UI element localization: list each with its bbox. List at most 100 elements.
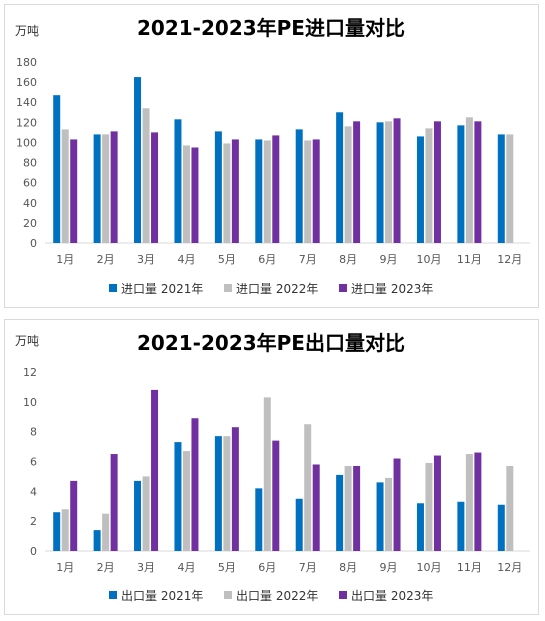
x-category-label: 9月 xyxy=(380,253,398,266)
bar-import-s2-c9 xyxy=(433,121,441,243)
y-tick-label: 60 xyxy=(23,177,37,190)
x-category-label: 5月 xyxy=(218,253,236,266)
x-category-label: 1月 xyxy=(56,561,74,574)
bar-export-s0-c1 xyxy=(93,530,101,551)
y-tick-label: 6 xyxy=(30,456,37,469)
bar-import-s2-c6 xyxy=(312,139,320,243)
x-category-label: 3月 xyxy=(137,561,155,574)
bar-import-s1-c8 xyxy=(385,121,393,243)
bar-export-s2-c8 xyxy=(393,458,401,551)
import-chart-panel: 2021-2023年PE进口量对比 万吨 0 20 40 60 80 100 120 140 1… xyxy=(4,4,539,308)
bar-import-s0-c1 xyxy=(93,134,101,243)
bar-export-s0-c6 xyxy=(295,498,303,551)
bar-import-s0-c2 xyxy=(134,77,142,243)
bar-export-s0-c0 xyxy=(53,512,61,551)
legend: 出口量 2021年 出口量 2022年 出口量 2023年 xyxy=(109,589,433,603)
x-category-label: 10月 xyxy=(416,561,441,574)
x-category-label: 4月 xyxy=(177,561,195,574)
bar-export-s1-c5 xyxy=(263,397,271,551)
bar-export-s2-c1 xyxy=(110,454,118,551)
bar-import-s0-c5 xyxy=(255,139,263,243)
bar-export-s2-c10 xyxy=(474,452,482,551)
legend-label: 进口量 2023年 xyxy=(351,282,433,296)
y-tick-label: 180 xyxy=(16,56,37,69)
x-category-label: 2月 xyxy=(97,561,115,574)
bar-export-s2-c4 xyxy=(231,427,239,551)
y-tick-label: 4 xyxy=(30,485,37,498)
x-category-label: 10月 xyxy=(416,253,441,266)
bar-import-s1-c11 xyxy=(506,134,514,243)
bar-import-s1-c2 xyxy=(142,108,150,243)
bar-export-s0-c8 xyxy=(376,482,384,551)
bar-import-s2-c7 xyxy=(353,121,361,243)
bar-import-s1-c9 xyxy=(425,128,433,243)
bar-export-s1-c9 xyxy=(425,462,433,551)
bar-export-s1-c6 xyxy=(304,424,312,551)
y-tick-label: 160 xyxy=(16,76,37,89)
x-category-label: 9月 xyxy=(380,561,398,574)
bar-import-s2-c0 xyxy=(70,139,78,243)
x-category-label: 6月 xyxy=(258,561,276,574)
y-tick-label: 40 xyxy=(23,197,37,210)
bar-import-s1-c5 xyxy=(263,140,271,243)
plot-area: 0 20 40 60 80 100 120 140 160 180 1月 2月 3月 4月 5月 6月 7月 8月… xyxy=(16,56,530,296)
bar-export-s0-c4 xyxy=(214,436,222,551)
bar-import-s0-c0 xyxy=(53,95,61,243)
y-axis-unit: 万吨 xyxy=(15,24,39,38)
bar-export-s2-c6 xyxy=(312,464,320,551)
bar-export-s1-c1 xyxy=(102,513,110,551)
legend-label: 进口量 2022年 xyxy=(236,282,318,296)
bar-export-s2-c5 xyxy=(272,440,280,551)
bar-export-s0-c10 xyxy=(457,501,465,551)
bar-import-s1-c6 xyxy=(304,140,312,243)
legend-swatch xyxy=(109,284,117,292)
bar-import-s1-c4 xyxy=(223,143,231,243)
x-category-label: 12月 xyxy=(497,253,522,266)
bar-export-s1-c2 xyxy=(142,476,150,551)
bar-import-s0-c11 xyxy=(497,134,505,243)
x-category-label: 8月 xyxy=(339,561,357,574)
bar-export-s1-c8 xyxy=(385,477,393,551)
legend-swatch xyxy=(339,591,347,599)
bar-import-s0-c7 xyxy=(336,112,344,244)
bar-export-s1-c3 xyxy=(182,451,190,551)
bar-import-s0-c4 xyxy=(214,131,222,243)
bar-import-s0-c10 xyxy=(457,125,465,243)
bar-import-s2-c4 xyxy=(231,139,239,243)
export-chart-panel: 2021-2023年PE出口量对比 万吨 0 2 4 6 8 10 12 1月 2月 3月 4月 5月… xyxy=(4,319,539,615)
y-tick-label: 80 xyxy=(23,157,37,170)
legend-swatch xyxy=(224,591,232,599)
bar-export-s1-c11 xyxy=(506,465,514,551)
bar-import-s0-c8 xyxy=(376,122,384,243)
y-tick-label: 100 xyxy=(16,136,37,149)
y-tick-label: 120 xyxy=(16,116,37,129)
legend-swatch xyxy=(224,284,232,292)
x-category-label: 1月 xyxy=(56,253,74,266)
x-category-label: 11月 xyxy=(457,561,482,574)
x-category-label: 12月 xyxy=(497,561,522,574)
y-tick-label: 20 xyxy=(23,217,37,230)
bar-import-s2-c1 xyxy=(110,131,118,243)
x-category-label: 8月 xyxy=(339,253,357,266)
bar-export-s1-c0 xyxy=(61,509,69,551)
y-tick-label: 10 xyxy=(23,396,37,409)
x-category-label: 11月 xyxy=(457,253,482,266)
y-tick-label: 2 xyxy=(30,515,37,528)
bar-export-s0-c7 xyxy=(336,474,344,551)
bar-import-s2-c8 xyxy=(393,118,401,243)
bar-import-s0-c6 xyxy=(295,129,303,243)
legend-swatch xyxy=(339,284,347,292)
bar-export-s2-c0 xyxy=(70,480,78,551)
bar-export-s0-c2 xyxy=(134,480,142,551)
x-category-label: 7月 xyxy=(299,253,317,266)
x-category-label: 4月 xyxy=(177,253,195,266)
bar-import-s2-c3 xyxy=(191,147,199,243)
y-tick-label: 0 xyxy=(30,545,37,558)
x-category-label: 3月 xyxy=(137,253,155,266)
bar-export-s0-c3 xyxy=(174,442,182,551)
bar-import-s1-c1 xyxy=(102,134,110,243)
y-tick-label: 12 xyxy=(23,366,37,379)
y-axis-unit: 万吨 xyxy=(15,334,39,348)
bar-import-s2-c5 xyxy=(272,135,280,243)
plot-area: 0 2 4 6 8 10 12 1月 2月 3月 4月 5月 6月 7月 8月 9月 10月 11月 12月出口量 … xyxy=(23,366,530,603)
